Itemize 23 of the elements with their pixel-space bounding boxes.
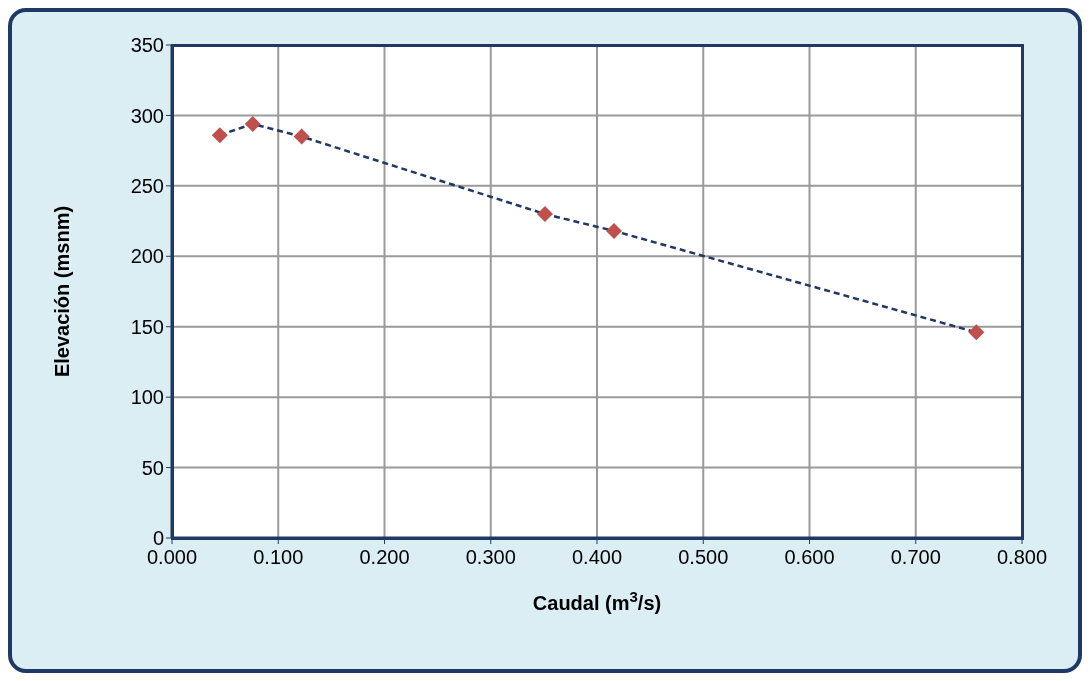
x-tick-label: 0.300	[465, 546, 516, 569]
x-tick-label: 0.800	[996, 546, 1048, 569]
x-tick-label: 0.600	[784, 546, 835, 569]
x-tick-label: 0.100	[253, 546, 304, 569]
point	[536, 206, 553, 223]
y-axis-title: Elevación (msnm)	[51, 205, 74, 378]
x-tick-label: 0.400	[571, 546, 623, 569]
y-tick-label: 350	[130, 34, 164, 57]
x-axis-title: Caudal (m$^{3}$/s)	[532, 587, 662, 614]
point	[968, 324, 985, 341]
y-tick-label: 250	[130, 174, 164, 197]
x-tick-label: 0.700	[890, 546, 941, 569]
y-tick-label: 50	[141, 456, 164, 479]
y-tick-label: 200	[130, 245, 164, 268]
y-tick-label: 100	[130, 386, 164, 409]
x-tick-label: 0.500	[678, 546, 729, 569]
y-tick-label: 150	[130, 315, 164, 338]
point	[293, 128, 310, 145]
point	[211, 127, 228, 144]
x-tick-label: 0.200	[359, 546, 410, 569]
y-tick-label: 300	[130, 104, 164, 127]
point	[606, 222, 622, 239]
point	[244, 115, 261, 132]
